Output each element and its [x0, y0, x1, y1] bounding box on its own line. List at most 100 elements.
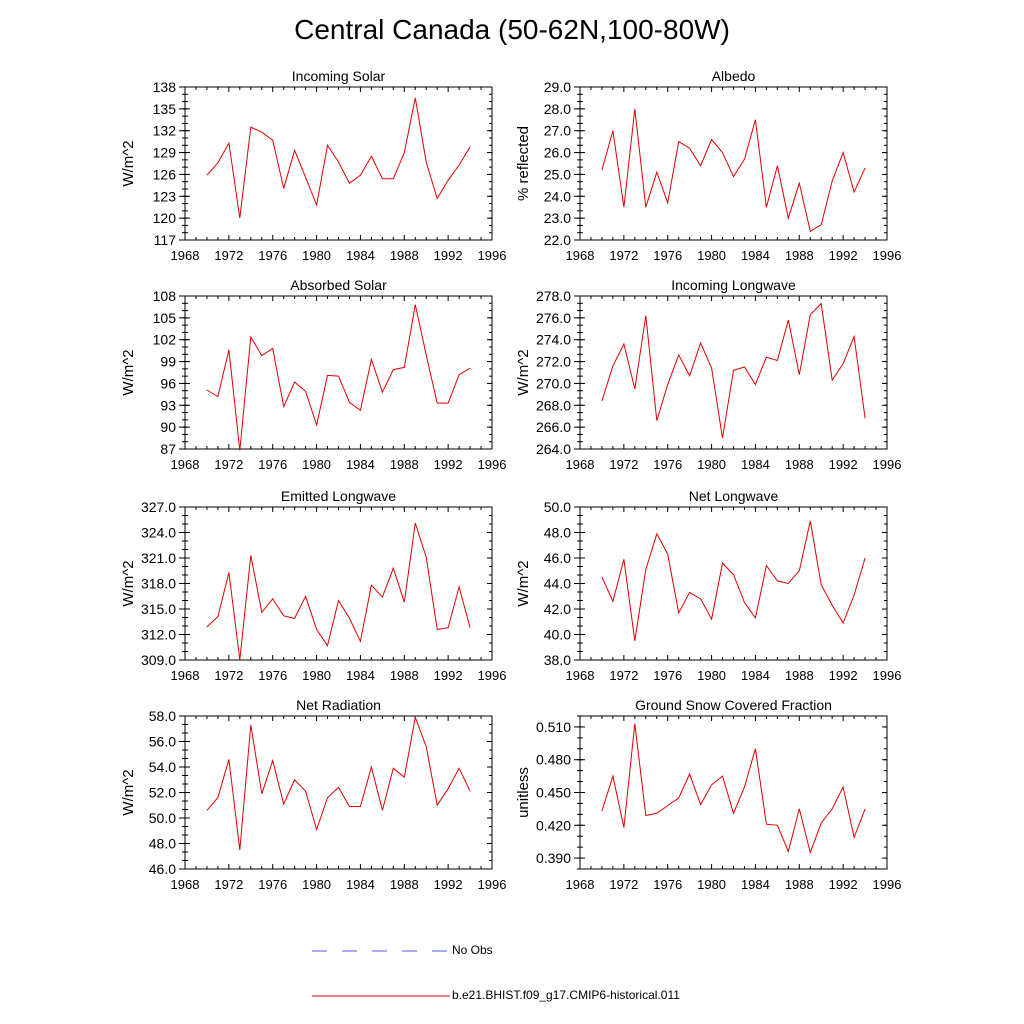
x-tick-label: 1968 [566, 248, 595, 263]
y-tick-label: 44.0 [544, 576, 571, 592]
y-tick-label: 52.0 [149, 785, 176, 801]
y-tick-label: 93 [160, 397, 176, 413]
series-line-albedo [601, 108, 866, 233]
y-axis-label: % reflected [515, 126, 532, 201]
y-tick-label: 40.0 [544, 627, 571, 643]
x-tick-label: 1984 [346, 457, 375, 472]
x-tick-label: 1976 [258, 877, 287, 892]
x-tick-label: 1972 [214, 248, 243, 263]
x-tick-label: 1976 [653, 457, 682, 472]
y-tick-label: 0.450 [536, 785, 571, 801]
x-tick-label: 1976 [258, 248, 287, 263]
y-tick-label: 0.420 [536, 817, 571, 833]
x-tick-label: 1988 [390, 877, 419, 892]
x-tick-label: 1968 [171, 248, 200, 263]
panel-title: Incoming Solar [292, 68, 386, 84]
x-tick-label: 1984 [346, 248, 375, 263]
plot-frame [579, 715, 888, 870]
x-tick-label: 1972 [609, 668, 638, 683]
x-tick-label: 1984 [346, 877, 375, 892]
y-tick-label: 0.510 [536, 719, 571, 735]
y-axis-label: W/m^2 [515, 560, 532, 606]
legend-line-solid [312, 995, 450, 997]
y-tick-label: 46.0 [544, 550, 571, 566]
y-tick-label: 96 [160, 375, 176, 391]
y-tick-label: 324.0 [141, 525, 176, 541]
y-tick-label: 102 [153, 332, 177, 348]
x-tick-label: 1984 [741, 877, 770, 892]
y-tick-label: 264.0 [536, 441, 571, 457]
panel-title: Ground Snow Covered Fraction [635, 697, 832, 713]
plot-frame [579, 86, 888, 241]
y-tick-label: 129 [153, 145, 177, 161]
x-tick-label: 1980 [697, 248, 726, 263]
y-tick-label: 48.0 [544, 525, 571, 541]
y-tick-label: 56.0 [149, 734, 176, 750]
x-tick-label: 1972 [609, 248, 638, 263]
panel-title: Albedo [712, 68, 756, 84]
series-line-ground-snow-covered-fraction [601, 723, 866, 855]
y-tick-label: 132 [153, 123, 177, 139]
x-tick-label: 1968 [566, 668, 595, 683]
x-tick-label: 1992 [434, 668, 463, 683]
x-tick-label: 1992 [829, 248, 858, 263]
panel-albedo: Albedo % reflected 1968 1972 1976 1980 1984 198… [515, 68, 901, 263]
y-tick-label: 321.0 [141, 550, 176, 566]
x-tick-label: 1992 [829, 457, 858, 472]
y-tick-label: 138 [153, 79, 177, 95]
y-tick-label: 278.0 [536, 288, 571, 304]
x-tick-label: 1972 [214, 668, 243, 683]
y-tick-label: 120 [153, 210, 177, 226]
y-tick-label: 26.0 [544, 145, 571, 161]
y-tick-label: 0.480 [536, 752, 571, 768]
panel-incoming-solar: Incoming Solar W/m^2 1968 1972 1976 1980 1984 1… [120, 68, 506, 263]
x-tick-label: 1988 [390, 248, 419, 263]
x-tick-label: 1968 [171, 457, 200, 472]
y-tick-label: 22.0 [544, 232, 571, 248]
x-tick-label: 1980 [697, 877, 726, 892]
x-tick-label: 1972 [214, 457, 243, 472]
y-tick-label: 58.0 [149, 708, 176, 724]
x-tick-label: 1988 [390, 668, 419, 683]
y-tick-label: 327.0 [141, 499, 176, 515]
x-tick-label: 1996 [478, 877, 507, 892]
y-tick-label: 309.0 [141, 652, 176, 668]
x-tick-label: 1996 [873, 248, 902, 263]
y-tick-label: 48.0 [149, 836, 176, 852]
x-tick-label: 1972 [214, 877, 243, 892]
x-tick-label: 1988 [390, 457, 419, 472]
panel-title: Net Longwave [689, 488, 779, 504]
y-axis-label: W/m^2 [120, 769, 137, 815]
panel-ground-snow-covered-fraction: Ground Snow Covered Fraction unitless 1968… [515, 697, 901, 892]
x-tick-label: 1972 [609, 877, 638, 892]
series-line-net-longwave [601, 520, 866, 641]
x-tick-label: 1980 [302, 877, 331, 892]
legend-label-no-obs: No Obs [452, 943, 493, 957]
y-tick-label: 28.0 [544, 101, 571, 117]
x-tick-label: 1984 [741, 248, 770, 263]
panel-title: Incoming Longwave [671, 277, 796, 293]
y-tick-label: 50.0 [149, 810, 176, 826]
y-tick-label: 42.0 [544, 601, 571, 617]
y-tick-label: 54.0 [149, 759, 176, 775]
y-tick-label: 268.0 [536, 397, 571, 413]
legend-label-model: b.e21.BHIST.f09_g17.CMIP6-historical.011 [452, 988, 680, 1002]
y-tick-label: 274.0 [536, 332, 571, 348]
y-tick-label: 27.0 [544, 123, 571, 139]
y-axis-label: W/m^2 [120, 560, 137, 606]
y-tick-label: 315.0 [141, 601, 176, 617]
x-tick-label: 1996 [478, 668, 507, 683]
x-tick-label: 1996 [478, 248, 507, 263]
panel-title: Net Radiation [296, 697, 381, 713]
x-tick-label: 1988 [785, 877, 814, 892]
series-line-emitted-longwave [206, 522, 471, 661]
plot-frame [579, 506, 888, 661]
x-tick-label: 1996 [478, 457, 507, 472]
y-tick-label: 135 [153, 101, 177, 117]
x-tick-label: 1968 [171, 877, 200, 892]
series-line-absorbed-solar [206, 304, 471, 451]
y-tick-label: 117 [154, 232, 177, 248]
series-line-incoming-solar [206, 97, 471, 219]
panel-title: Absorbed Solar [290, 277, 387, 293]
